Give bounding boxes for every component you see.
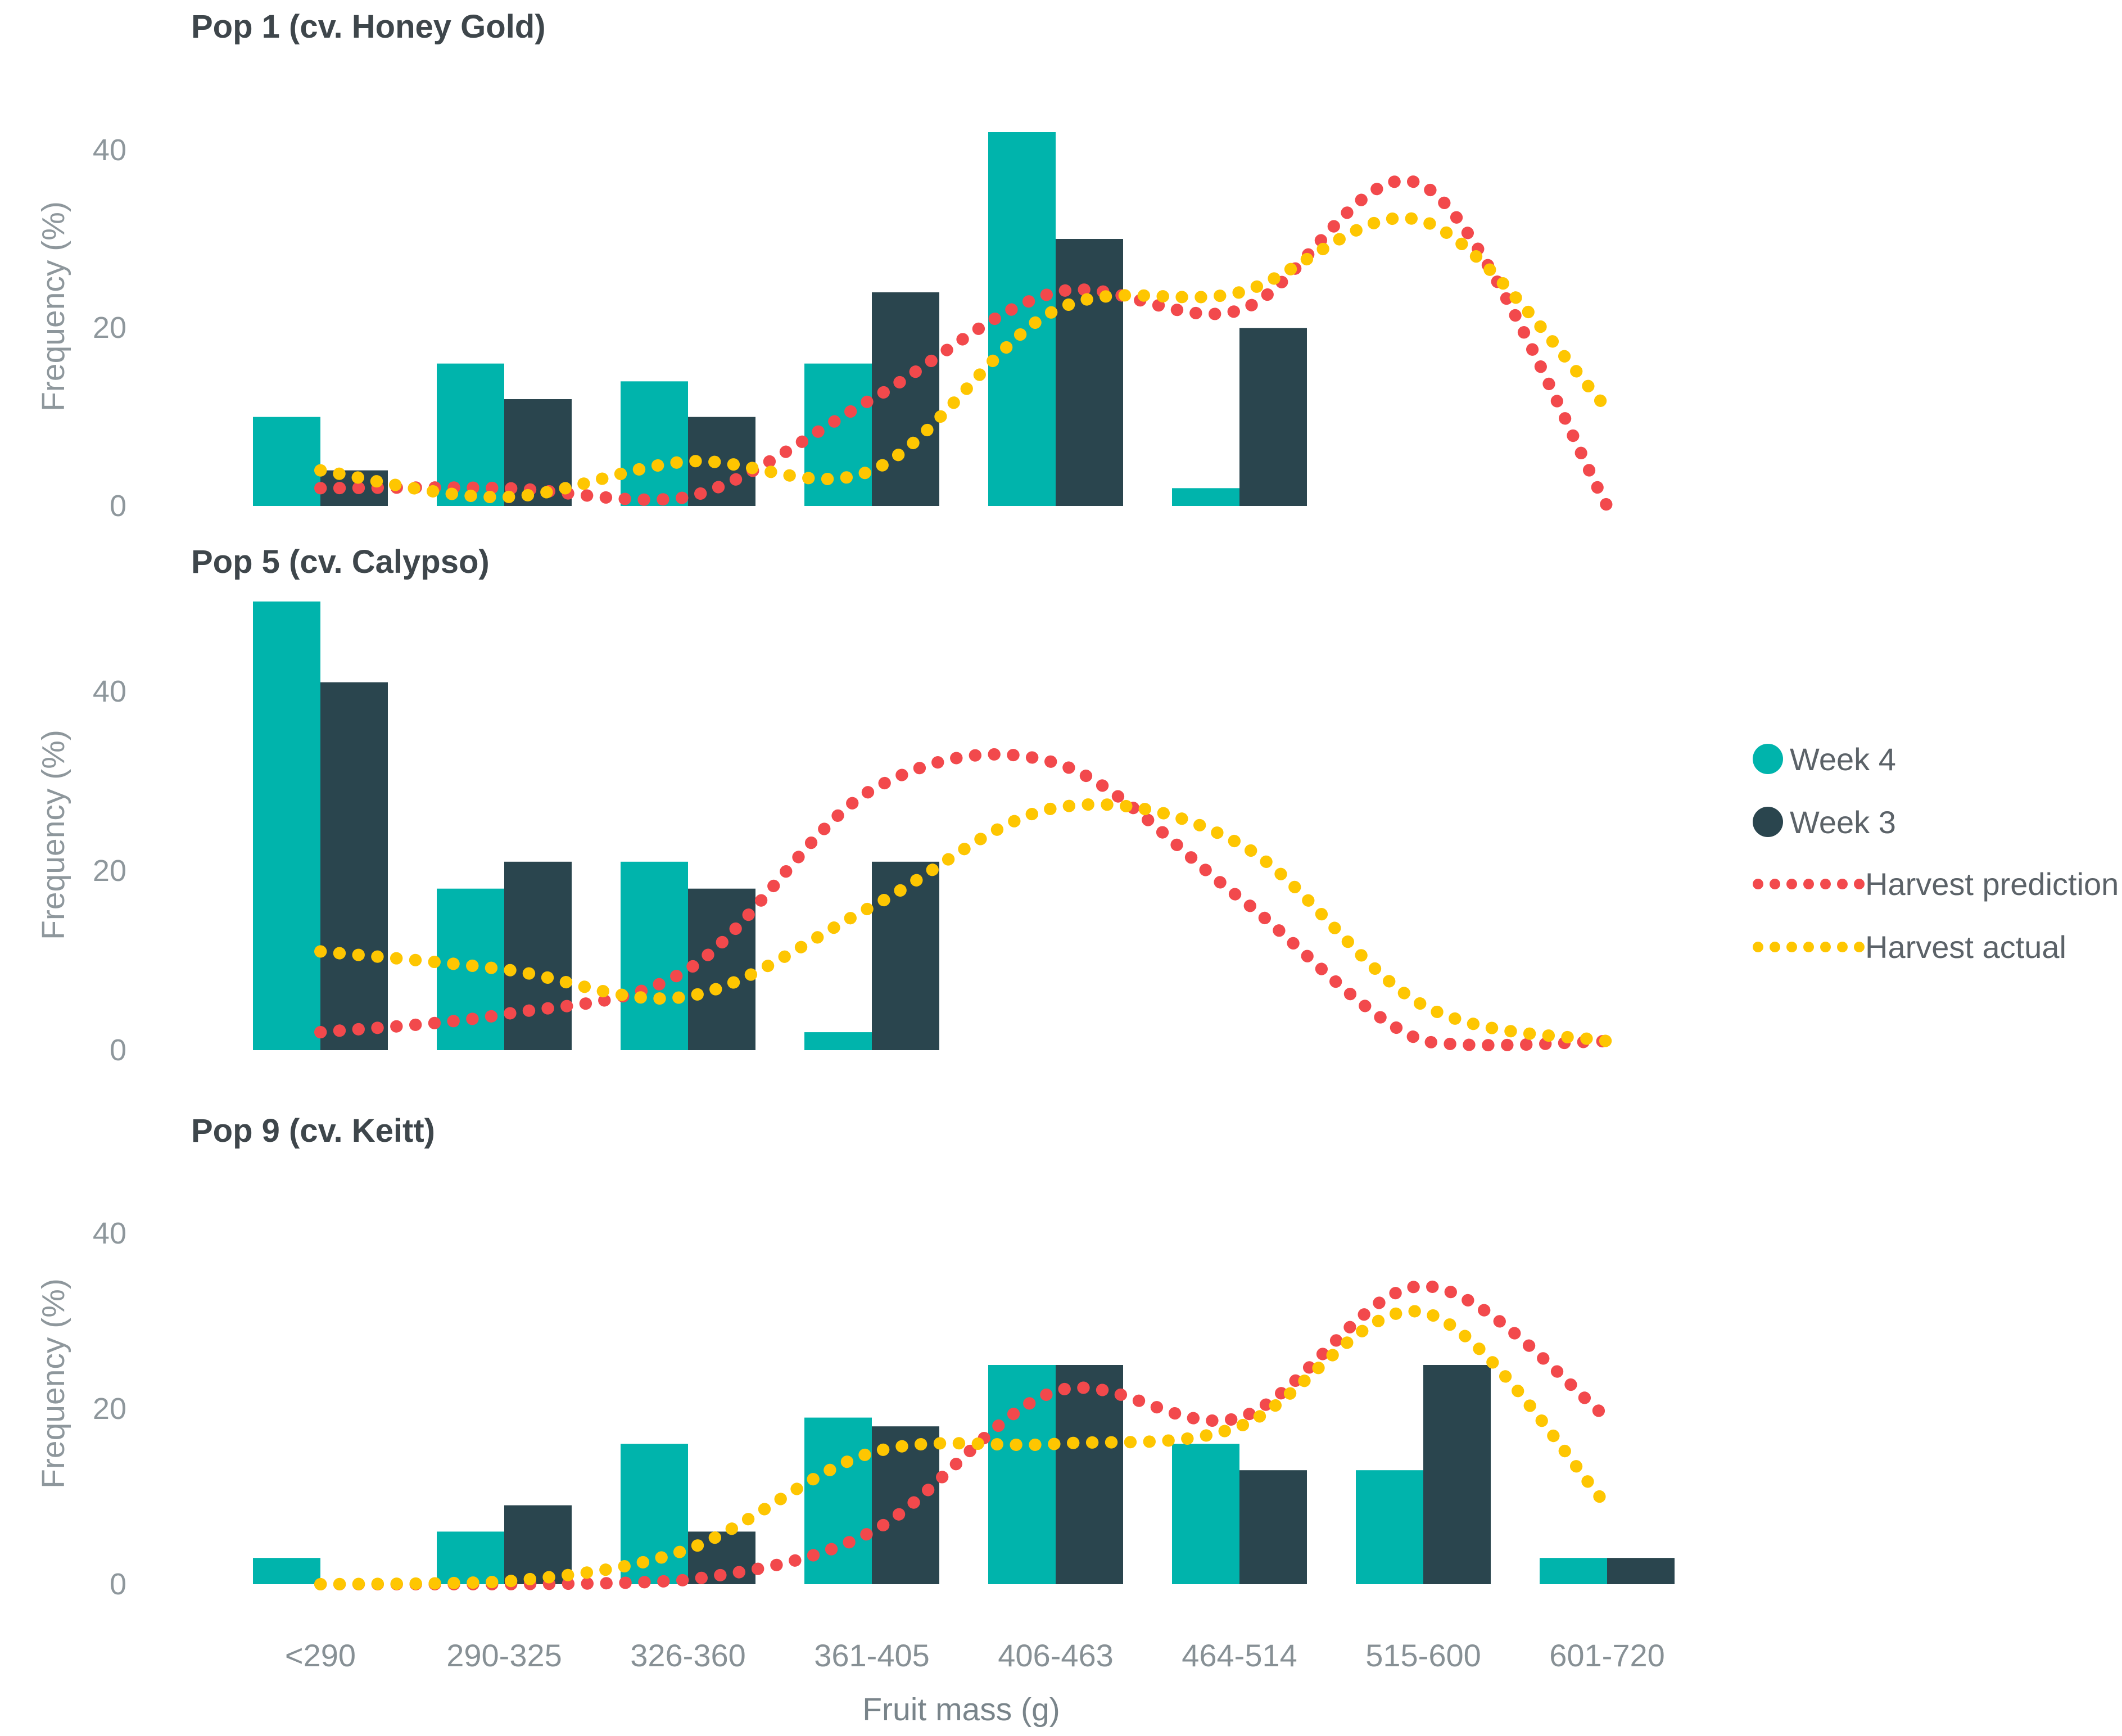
x-axis-title: Fruit mass (g) xyxy=(862,1692,1060,1728)
legend-item-actual: Harvest actual xyxy=(1753,924,2066,969)
bar-week4-cat2 xyxy=(621,1444,688,1584)
bar-week4-cat2 xyxy=(621,861,688,1050)
bar-week4-cat1 xyxy=(437,1531,504,1584)
y-tick-20-pop1: 20 xyxy=(92,311,126,345)
bar-week3-cat3 xyxy=(872,292,939,506)
y-tick-0-pop1: 0 xyxy=(109,489,126,523)
y-tick-40-pop1: 40 xyxy=(92,133,126,167)
x-tick-601-720: 601-720 xyxy=(1549,1638,1665,1673)
bar-week3-cat5 xyxy=(1239,1470,1307,1584)
x-tick-515-600: 515-600 xyxy=(1365,1638,1481,1673)
x-tick-361-405: 361-405 xyxy=(814,1638,930,1673)
bar-week3-cat6 xyxy=(1423,1365,1491,1584)
y-tick-20-pop9: 20 xyxy=(92,1392,126,1426)
x-tick-lt290: <290 xyxy=(284,1638,356,1673)
bar-week3-cat4 xyxy=(1056,1365,1123,1584)
bar-week3-cat1 xyxy=(504,861,572,1050)
line-harvest-actual xyxy=(314,211,1613,504)
line-harvest-prediction xyxy=(314,1280,1613,1590)
actual-dotted-line-icon xyxy=(1753,941,1865,952)
bar-week4-cat5 xyxy=(1172,1444,1239,1584)
plot-area-pop1 xyxy=(253,132,1613,512)
y-axis-label-pop9: Frequency (%) xyxy=(35,1278,71,1489)
y-axis-label-pop1: Frequency (%) xyxy=(35,201,71,412)
y-axis-label-pop5: Frequency (%) xyxy=(35,730,71,940)
plot-area-pop5 xyxy=(253,601,1613,1052)
bar-week4-cat0 xyxy=(253,1558,320,1584)
bar-week4-cat5 xyxy=(1172,488,1239,506)
legend-item-prediction: Harvest prediction xyxy=(1753,861,2119,906)
week3-swatch-icon xyxy=(1753,807,1783,837)
bar-week4-cat0 xyxy=(253,601,320,1050)
bar-week4-cat4 xyxy=(988,1365,1056,1584)
x-tick-406-463: 406-463 xyxy=(998,1638,1114,1673)
legend-label-week4: Week 4 xyxy=(1790,741,1896,777)
bar-week4-cat0 xyxy=(253,417,320,506)
y-tick-20-pop5: 20 xyxy=(92,854,126,888)
x-tick-464-514: 464-514 xyxy=(1182,1638,1297,1673)
prediction-dotted-line-icon xyxy=(1753,878,1865,889)
x-tick-290-325: 290-325 xyxy=(446,1638,562,1673)
legend-item-week4: Week 4 xyxy=(1753,736,1896,781)
chart-title-pop1: Pop 1 (cv. Honey Gold) xyxy=(191,8,546,45)
line-harvest-actual xyxy=(314,1305,1613,1590)
bar-week4-cat6 xyxy=(1356,1470,1423,1584)
bar-week4-cat2 xyxy=(621,381,688,506)
week4-swatch-icon xyxy=(1753,744,1783,774)
bar-week3-cat0 xyxy=(320,682,388,1050)
plot-area-pop9 xyxy=(253,1280,1675,1590)
bar-week3-cat7 xyxy=(1607,1558,1675,1584)
chart-title-pop9: Pop 9 (cv. Keitt) xyxy=(191,1113,435,1149)
legend-item-week3: Week 3 xyxy=(1753,799,1896,844)
y-tick-40-pop5: 40 xyxy=(92,675,126,708)
x-tick-326-360: 326-360 xyxy=(630,1638,746,1673)
bar-week4-cat7 xyxy=(1540,1558,1607,1584)
line-harvest-prediction xyxy=(314,748,1613,1052)
y-tick-0-pop9: 0 xyxy=(109,1567,126,1601)
legend-label-actual: Harvest actual xyxy=(1865,929,2066,965)
bar-week3-cat4 xyxy=(1056,239,1123,506)
legend-label-prediction: Harvest prediction xyxy=(1865,866,2119,902)
chart-title-pop5: Pop 5 (cv. Calypso) xyxy=(191,544,490,580)
legend-label-week3: Week 3 xyxy=(1790,804,1896,840)
bar-week3-cat1 xyxy=(504,1505,572,1584)
y-tick-40-pop9: 40 xyxy=(92,1217,126,1250)
bar-week4-cat3 xyxy=(804,1032,872,1050)
bar-week3-cat5 xyxy=(1239,328,1307,506)
y-tick-0-pop5: 0 xyxy=(109,1033,126,1067)
